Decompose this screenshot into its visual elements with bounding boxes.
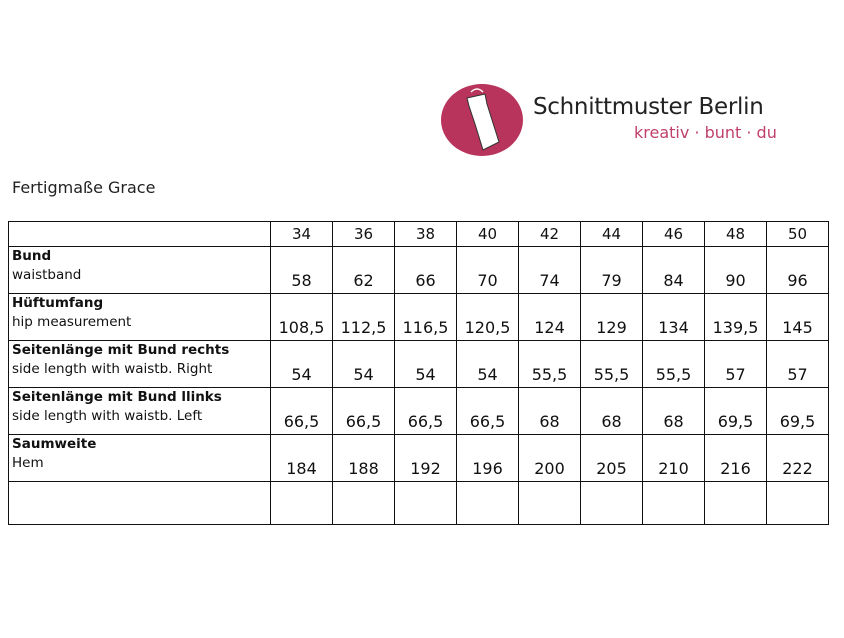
value-cell: 205 bbox=[580, 434, 643, 482]
label-en: hip measurement bbox=[12, 314, 132, 330]
value-cell: 55,5 bbox=[518, 340, 581, 388]
value-cell: 84 bbox=[642, 246, 705, 294]
value-cell: 134 bbox=[642, 293, 705, 341]
value-cell: 196 bbox=[456, 434, 519, 482]
label-de: Seitenlänge mit Bund llinks bbox=[12, 389, 222, 405]
value-cell: 184 bbox=[270, 434, 333, 482]
label-en: side length with waistb. Left bbox=[12, 408, 203, 424]
brand-tagline: kreativ · bunt · du bbox=[634, 123, 777, 142]
size-header: 34 bbox=[270, 221, 333, 247]
row-label: Bund waistband bbox=[8, 246, 271, 294]
table-row: Bund waistband 58 62 66 70 74 79 84 90 96 bbox=[8, 246, 829, 294]
size-header: 38 bbox=[394, 221, 457, 247]
value-cell: 129 bbox=[580, 293, 643, 341]
size-header: 44 bbox=[580, 221, 643, 247]
value-cell: 120,5 bbox=[456, 293, 519, 341]
value-cell: 66 bbox=[394, 246, 457, 294]
value-cell: 139,5 bbox=[704, 293, 767, 341]
value-cell: 200 bbox=[518, 434, 581, 482]
size-header: 50 bbox=[766, 221, 829, 247]
row-label: Saumweite Hem bbox=[8, 434, 271, 482]
measurement-table: 34 36 38 40 42 44 46 48 50 Bund waistband 58 62 66 70 7… bbox=[8, 221, 829, 525]
label-en: side length with waistb. Right bbox=[12, 361, 213, 377]
value-cell: 68 bbox=[518, 387, 581, 435]
value-cell: 62 bbox=[332, 246, 395, 294]
value-cell: 55,5 bbox=[580, 340, 643, 388]
value-cell: 54 bbox=[394, 340, 457, 388]
value-cell: 108,5 bbox=[270, 293, 333, 341]
value-cell: 66,5 bbox=[456, 387, 519, 435]
size-header: 48 bbox=[704, 221, 767, 247]
value-cell: 124 bbox=[518, 293, 581, 341]
value-cell: 145 bbox=[766, 293, 829, 341]
value-cell: 188 bbox=[332, 434, 395, 482]
value-cell: 90 bbox=[704, 246, 767, 294]
row-label: Seitenlänge mit Bund rechts side length w… bbox=[8, 340, 271, 388]
value-cell: 96 bbox=[766, 246, 829, 294]
table-row: Saumweite Hem 184 188 192 196 200 205 210 216 222 bbox=[8, 434, 829, 482]
value-cell: 70 bbox=[456, 246, 519, 294]
corner-cell bbox=[8, 221, 271, 247]
label-de: Bund bbox=[12, 248, 52, 264]
value-cell: 54 bbox=[270, 340, 333, 388]
label-de: Saumweite bbox=[12, 436, 97, 452]
dress-on-hanger-icon bbox=[466, 88, 500, 151]
value-cell: 222 bbox=[766, 434, 829, 482]
label-de: Hüftumfang bbox=[12, 295, 104, 311]
value-cell: 57 bbox=[704, 340, 767, 388]
size-header: 42 bbox=[518, 221, 581, 247]
table-row: Seitenlänge mit Bund llinks side length w… bbox=[8, 387, 829, 435]
value-cell: 66,5 bbox=[332, 387, 395, 435]
value-cell: 55,5 bbox=[642, 340, 705, 388]
value-cell: 216 bbox=[704, 434, 767, 482]
value-cell: 54 bbox=[332, 340, 395, 388]
value-cell: 74 bbox=[518, 246, 581, 294]
table-row: Hüftumfang hip measurement 108,5 112,5 116,5… bbox=[8, 293, 829, 341]
value-cell: 54 bbox=[456, 340, 519, 388]
value-cell: 116,5 bbox=[394, 293, 457, 341]
value-cell: 210 bbox=[642, 434, 705, 482]
label-de: Seitenlänge mit Bund rechts bbox=[12, 342, 230, 358]
brand-name: Schnittmuster Berlin bbox=[533, 94, 764, 120]
header-row: 34 36 38 40 42 44 46 48 50 bbox=[8, 221, 829, 247]
size-header: 46 bbox=[642, 221, 705, 247]
value-cell: 57 bbox=[766, 340, 829, 388]
value-cell: 68 bbox=[642, 387, 705, 435]
value-cell: 69,5 bbox=[704, 387, 767, 435]
label-en: waistband bbox=[12, 267, 82, 283]
logo bbox=[441, 84, 523, 156]
row-label: Hüftumfang hip measurement bbox=[8, 293, 271, 341]
row-label: Seitenlänge mit Bund llinks side length w… bbox=[8, 387, 271, 435]
value-cell: 68 bbox=[580, 387, 643, 435]
value-cell: 66,5 bbox=[270, 387, 333, 435]
value-cell: 79 bbox=[580, 246, 643, 294]
label-en: Hem bbox=[12, 455, 44, 471]
value-cell: 192 bbox=[394, 434, 457, 482]
size-header: 40 bbox=[456, 221, 519, 247]
value-cell: 69,5 bbox=[766, 387, 829, 435]
size-header: 36 bbox=[332, 221, 395, 247]
value-cell: 58 bbox=[270, 246, 333, 294]
empty-row bbox=[8, 481, 829, 525]
page-title: Fertigmaße Grace bbox=[12, 178, 156, 197]
value-cell: 66,5 bbox=[394, 387, 457, 435]
value-cell: 112,5 bbox=[332, 293, 395, 341]
table-row: Seitenlänge mit Bund rechts side length w… bbox=[8, 340, 829, 388]
